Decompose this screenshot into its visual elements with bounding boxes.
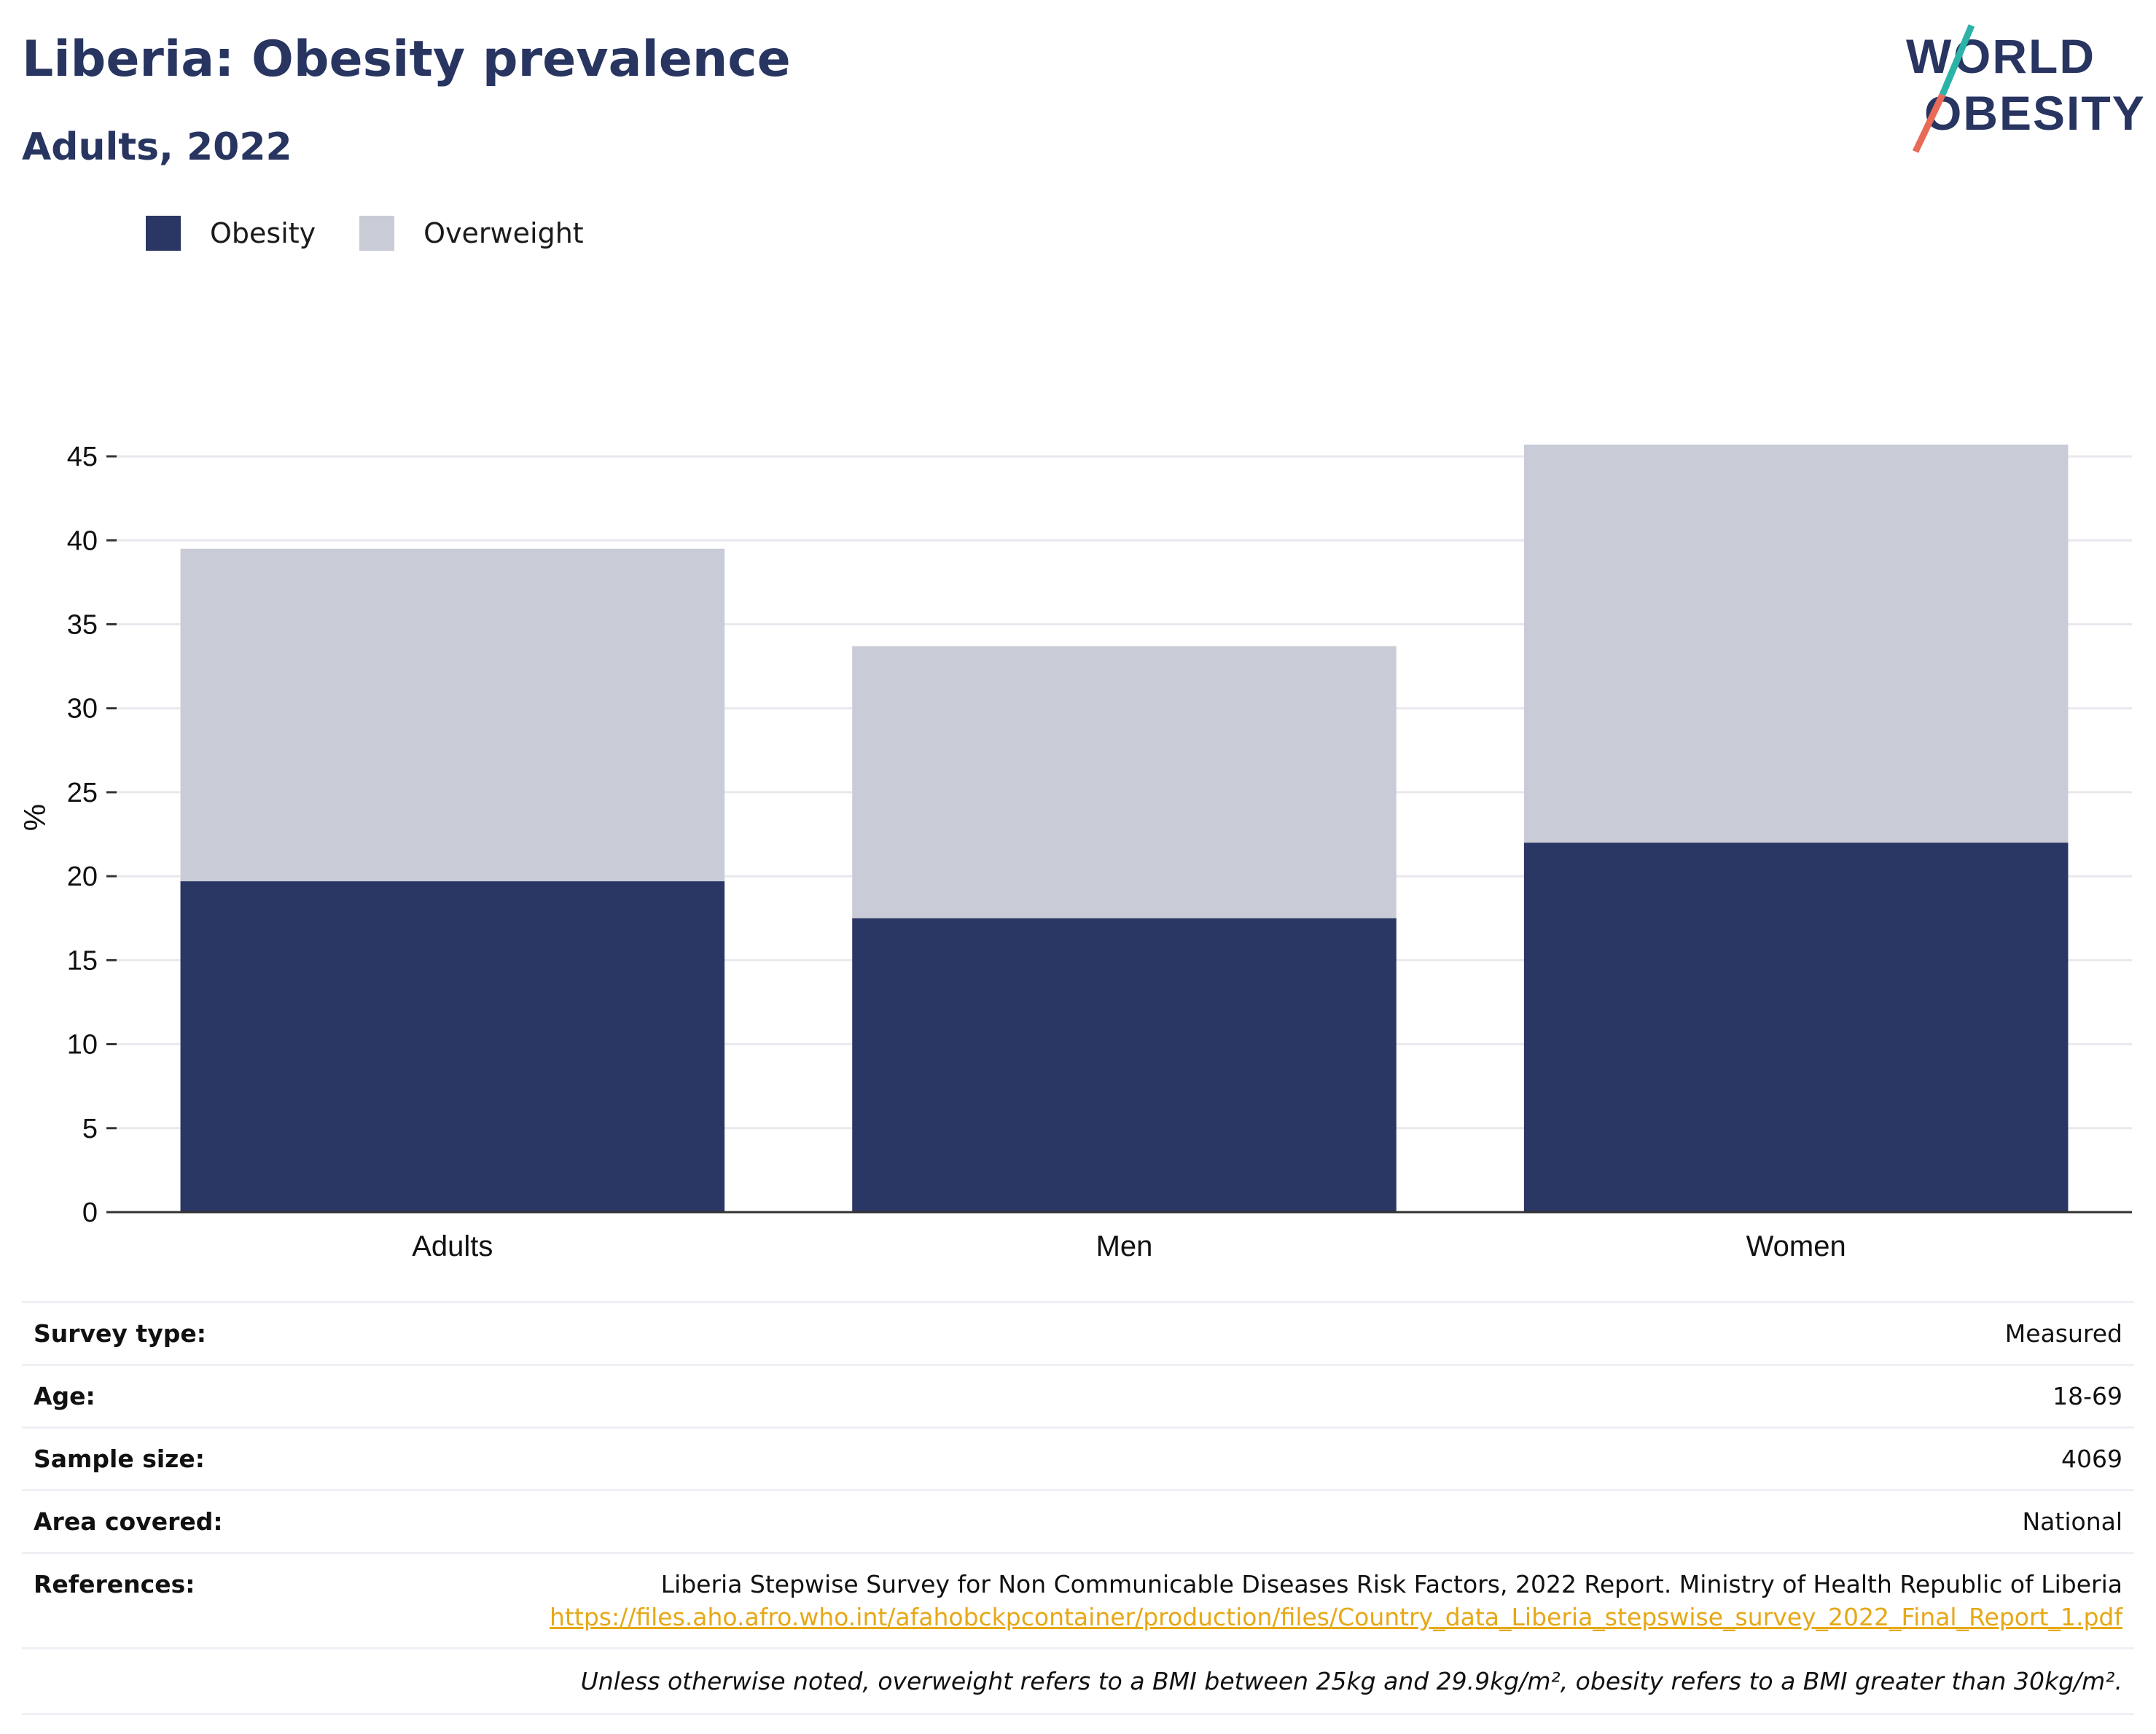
bar-overweight-men: [852, 646, 1397, 918]
svg-text:OBESITY: OBESITY: [1924, 86, 2143, 140]
y-tick-label: 25: [67, 778, 98, 808]
info-row-sample-size: Sample size: 4069: [22, 1426, 2134, 1489]
y-tick-label: 30: [67, 694, 98, 725]
legend-label-overweight: Overweight: [423, 217, 584, 249]
y-tick-label: 15: [67, 945, 98, 976]
page-subtitle: Adults, 2022: [22, 125, 292, 169]
info-row-references: References: Liberia Stepwise Survey for …: [22, 1552, 2134, 1647]
info-row-age: Age: 18-69: [22, 1364, 2134, 1426]
info-value: 4069: [2061, 1445, 2122, 1473]
info-value: 18-69: [2053, 1382, 2122, 1410]
info-value: Measured: [2004, 1319, 2122, 1348]
bar-obesity-men: [852, 918, 1397, 1212]
y-tick-label: 20: [67, 862, 98, 892]
info-key: Survey type:: [34, 1319, 206, 1348]
svg-text:ORLD: ORLD: [1953, 29, 2096, 83]
y-tick-label: 10: [67, 1030, 98, 1061]
chart-legend: Obesity Overweight: [146, 216, 628, 251]
legend-label-obesity: Obesity: [210, 217, 316, 249]
x-tick-label: Adults: [412, 1230, 493, 1262]
info-key: Sample size:: [34, 1445, 205, 1473]
reference-link[interactable]: https://files.aho.afro.who.int/afahobckp…: [550, 1603, 2122, 1631]
bmi-definition-note: Unless otherwise noted, overweight refer…: [22, 1647, 2134, 1715]
svg-text:W: W: [1906, 29, 1952, 83]
info-value: National: [2022, 1507, 2122, 1536]
bar-overweight-women: [1523, 444, 2069, 843]
y-tick-label: 40: [67, 526, 98, 556]
bar-obesity-adults: [180, 881, 725, 1212]
info-row-area-covered: Area covered: National: [22, 1489, 2134, 1552]
legend-swatch-obesity: [146, 216, 181, 251]
y-axis-label: %: [17, 804, 52, 831]
survey-info-table: Survey type: Measured Age: 18-69 Sample …: [22, 1301, 2134, 1715]
y-tick-label: 5: [82, 1114, 98, 1144]
legend-swatch-overweight: [359, 216, 395, 251]
stacked-bar-chart: 0 5 10 15 20 25 30 35 40 45% Adults Men Women: [17, 442, 2132, 1262]
y-tick-label: 35: [67, 610, 98, 641]
page-title: Liberia: Obesity prevalence: [22, 31, 791, 88]
x-tick-label: Men: [1096, 1230, 1153, 1262]
y-tick-label: 0: [82, 1198, 98, 1228]
references-value: Liberia Stepwise Survey for Non Communic…: [550, 1570, 2122, 1631]
info-key: References:: [34, 1570, 195, 1598]
info-key: Area covered:: [34, 1507, 223, 1536]
bar-obesity-women: [1523, 843, 2069, 1212]
info-row-survey-type: Survey type: Measured: [22, 1301, 2134, 1364]
reference-text: Liberia Stepwise Survey for Non Communic…: [660, 1570, 2122, 1598]
x-tick-label: Women: [1746, 1230, 1846, 1262]
world-obesity-logo: W ORLD OBESITY: [1906, 24, 2143, 153]
y-tick-label: 45: [67, 442, 98, 472]
legend-item-obesity[interactable]: Obesity: [146, 216, 316, 251]
legend-item-overweight[interactable]: Overweight: [359, 216, 584, 251]
info-key: Age:: [34, 1382, 95, 1410]
bar-overweight-adults: [180, 548, 725, 882]
